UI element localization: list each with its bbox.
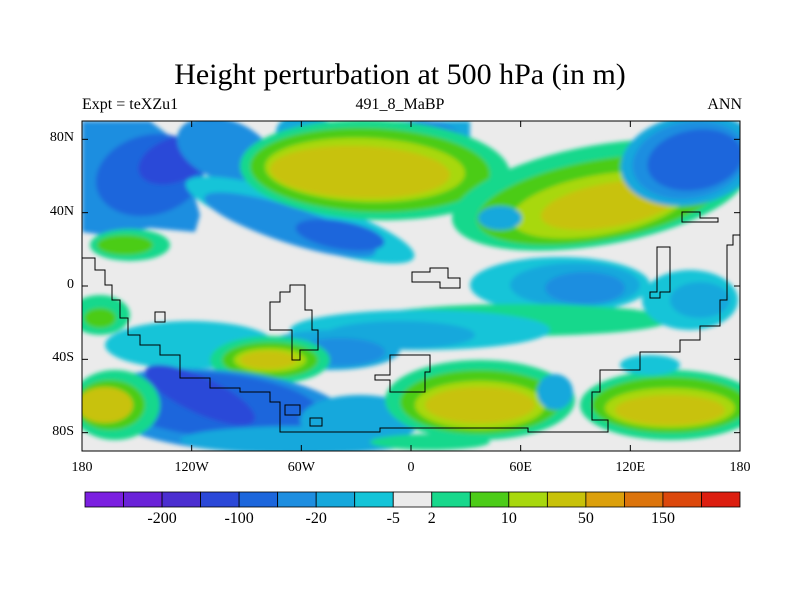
tropical-high-west-core [84, 308, 116, 328]
colorbar-swatch [508, 491, 548, 508]
north-high-core [270, 145, 450, 199]
small-north-low [478, 206, 522, 230]
colorbar-swatch [392, 491, 433, 508]
colorbar-swatch [238, 491, 279, 508]
coastline-north-east [681, 211, 719, 223]
colorbar-swatch [431, 491, 471, 508]
southwest-high-core [82, 387, 133, 423]
colorbar-label: -200 [147, 510, 177, 527]
time-period-label: 491_8_MaBP [355, 96, 445, 113]
colorbar-swatch [662, 491, 702, 508]
lon-label: 180 [729, 460, 751, 475]
coastline-islands-south [284, 404, 323, 427]
colorbar-swatch [585, 491, 625, 508]
southern-ocean-low-deep [145, 364, 255, 426]
lon-label: 180 [71, 460, 93, 475]
coastline-southern [82, 234, 740, 433]
coastline-africa-south [374, 354, 431, 393]
lat-label: 80S [52, 423, 74, 439]
coastline-east-asia [649, 246, 671, 299]
south-small-low [537, 374, 573, 410]
coastline-outline [82, 211, 740, 433]
colorbar-swatch [123, 491, 163, 508]
colorbar-label: -5 [386, 510, 400, 527]
lon-label: 120E [615, 460, 646, 475]
colorbar-swatch [161, 491, 201, 508]
south-central-high-core [425, 387, 535, 423]
lat-label: 80N [49, 130, 74, 146]
colorbar-swatch [84, 491, 124, 508]
colorbar-label: 2 [427, 510, 436, 527]
colorbar-label: -20 [305, 510, 327, 527]
colorbar [84, 491, 741, 508]
south-high-core [240, 351, 296, 369]
tropical-low-core [545, 272, 625, 304]
height-perturbation-field [82, 121, 740, 451]
lon-label: 120W [174, 460, 209, 475]
plot-title: Height perturbation at 500 hPa (in m) [174, 58, 626, 91]
colorbar-swatch [469, 491, 510, 508]
lon-label: 60W [287, 460, 315, 475]
lat-label: 40N [49, 203, 74, 219]
colorbar-swatch [546, 491, 587, 508]
colorbar-label: 150 [650, 510, 675, 527]
northwest-high-small-core [97, 235, 153, 255]
colorbar-label: -100 [224, 510, 254, 527]
contour-fill-group [82, 121, 740, 451]
tropical-low-east-core [670, 282, 730, 318]
colorbar-swatch [277, 491, 317, 508]
southeast-small-low [620, 355, 680, 375]
colorbar-swatch [315, 491, 356, 508]
experiment-label: Expt = teXZu1 [82, 96, 179, 113]
coastline-south-america [269, 284, 319, 361]
midlat-negative-deep [295, 219, 385, 251]
colorbar-swatch [701, 491, 741, 508]
colorbar-label: 10 [500, 510, 517, 527]
coastline-equatorial [411, 267, 461, 289]
antarctic-high-band [370, 434, 490, 450]
northeast-low-core [647, 129, 740, 191]
season-label: ANN [707, 96, 742, 113]
southeast-high-core [615, 395, 725, 425]
lat-label: 0 [67, 277, 74, 292]
colorbar-swatch [354, 491, 394, 508]
lon-label: 0 [407, 460, 415, 475]
coastline-island [154, 311, 166, 323]
lon-label: 60E [509, 460, 532, 475]
lat-label: 40S [52, 350, 74, 366]
colorbar-swatch [200, 491, 240, 508]
colorbar-label: 50 [577, 510, 594, 527]
colorbar-swatch [624, 491, 664, 508]
map-frame [81, 120, 741, 452]
